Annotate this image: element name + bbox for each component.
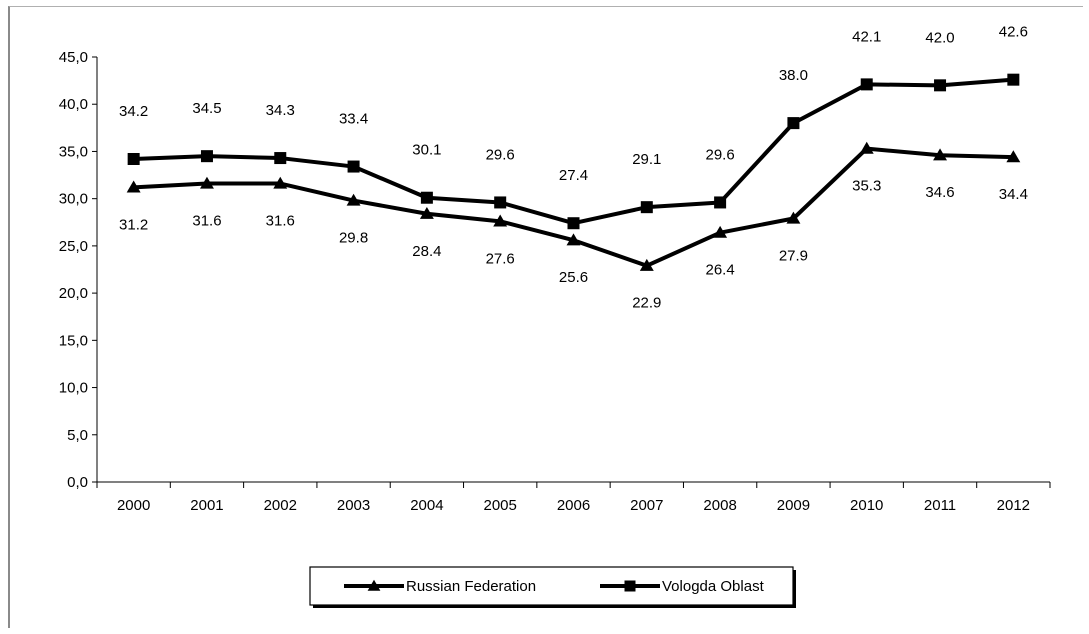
data-label: 29.8 [339, 230, 368, 247]
data-point [713, 225, 728, 238]
data-point [787, 117, 800, 130]
x-tick-label: 2003 [337, 497, 370, 514]
data-point [273, 176, 288, 189]
data-point [494, 196, 507, 209]
data-label: 27.6 [486, 250, 515, 267]
series-line [133, 146, 1014, 268]
data-label: 33.4 [339, 111, 368, 128]
data-point [126, 180, 141, 193]
series-russian-federation [126, 141, 1021, 271]
x-tick-label: 2004 [410, 497, 443, 514]
x-tick-label: 2010 [850, 497, 883, 514]
y-tick-label: 0,0 [67, 474, 88, 491]
data-label: 29.6 [706, 146, 735, 163]
data-point [200, 150, 213, 163]
data-point [639, 258, 654, 271]
data-label: 34.3 [266, 102, 295, 119]
data-label: 38.0 [779, 67, 808, 84]
x-tick-label: 2007 [630, 497, 663, 514]
series-vologda-oblast [127, 73, 1020, 230]
data-point [640, 201, 653, 214]
x-tick-label: 2002 [264, 497, 297, 514]
x-tick-label: 2001 [190, 497, 223, 514]
data-point [859, 141, 874, 154]
data-label: 29.1 [632, 151, 661, 168]
data-label: 25.6 [559, 269, 588, 286]
y-tick-label: 5,0 [67, 427, 88, 444]
y-tick-label: 45,0 [59, 49, 88, 66]
data-point [1007, 73, 1020, 86]
data-point [347, 160, 360, 173]
x-tick-label: 2006 [557, 497, 590, 514]
legend: Russian Federation Vologda Oblast [309, 566, 796, 608]
legend-item: Russian Federation [344, 578, 536, 595]
data-point [419, 206, 434, 219]
y-tick-label: 10,0 [59, 380, 88, 397]
data-label: 42.0 [925, 29, 954, 46]
data-label: 34.4 [999, 186, 1028, 203]
data-label: 27.9 [779, 248, 808, 265]
axes: 0,0 5,0 10,0 15,0 20,0 25,0 30,0 35,0 40,0 45,0 20… [59, 49, 1051, 514]
data-label: 31.6 [192, 213, 221, 230]
y-tick-label: 25,0 [59, 238, 88, 255]
data-label: 42.1 [852, 28, 881, 45]
data-label: 34.2 [119, 103, 148, 120]
data-label: 27.4 [559, 167, 588, 184]
legend-triangle-marker [367, 579, 381, 591]
legend-label: Russian Federation [406, 578, 536, 595]
x-tick-label: 2008 [703, 497, 736, 514]
y-tick-label: 40,0 [59, 96, 88, 113]
data-label: 35.3 [852, 178, 881, 195]
data-point [200, 176, 214, 189]
data-point [1006, 150, 1021, 163]
data-point [860, 78, 873, 91]
data-labels: 31.2 31.6 31.6 29.8 28.4 27.6 25.6 22.9 26.4 27.9… [119, 24, 1028, 312]
data-point [493, 214, 508, 227]
x-tick-label: 2005 [484, 497, 517, 514]
data-point [933, 148, 947, 161]
data-label: 29.6 [486, 146, 515, 163]
legend-square-marker [624, 580, 636, 592]
y-tick-label: 30,0 [59, 191, 88, 208]
data-point [566, 233, 581, 246]
data-point [714, 196, 727, 209]
data-label: 34.6 [925, 184, 954, 201]
legend-label: Vologda Oblast [662, 578, 765, 595]
data-point [274, 152, 287, 165]
data-point [567, 217, 580, 230]
data-label: 26.4 [706, 262, 735, 279]
data-label: 34.5 [192, 100, 221, 117]
data-label: 42.6 [999, 24, 1028, 41]
line-chart: 0,0 5,0 10,0 15,0 20,0 25,0 30,0 35,0 40,0 45,0 20… [59, 24, 1051, 608]
chart-frame: 0,0 5,0 10,0 15,0 20,0 25,0 30,0 35,0 40,0 45,0 20… [8, 6, 1083, 628]
x-tick-label: 2011 [924, 497, 956, 514]
data-point [346, 193, 361, 206]
data-point [934, 79, 947, 92]
data-point [420, 191, 433, 204]
data-label: 30.1 [412, 142, 441, 159]
x-tick-label: 2012 [997, 497, 1030, 514]
data-label: 22.9 [632, 295, 661, 312]
data-point [786, 211, 801, 224]
data-label: 31.6 [266, 213, 295, 230]
data-label: 31.2 [119, 216, 148, 233]
y-tick-label: 35,0 [59, 143, 88, 160]
y-tick-label: 20,0 [59, 285, 88, 302]
x-tick-label: 2009 [777, 497, 810, 514]
data-label: 28.4 [412, 243, 441, 260]
x-tick-label: 2000 [117, 497, 150, 514]
y-tick-label: 15,0 [59, 332, 88, 349]
legend-item: Vologda Oblast [600, 578, 765, 595]
series-lines [126, 73, 1021, 271]
data-point [127, 153, 140, 165]
